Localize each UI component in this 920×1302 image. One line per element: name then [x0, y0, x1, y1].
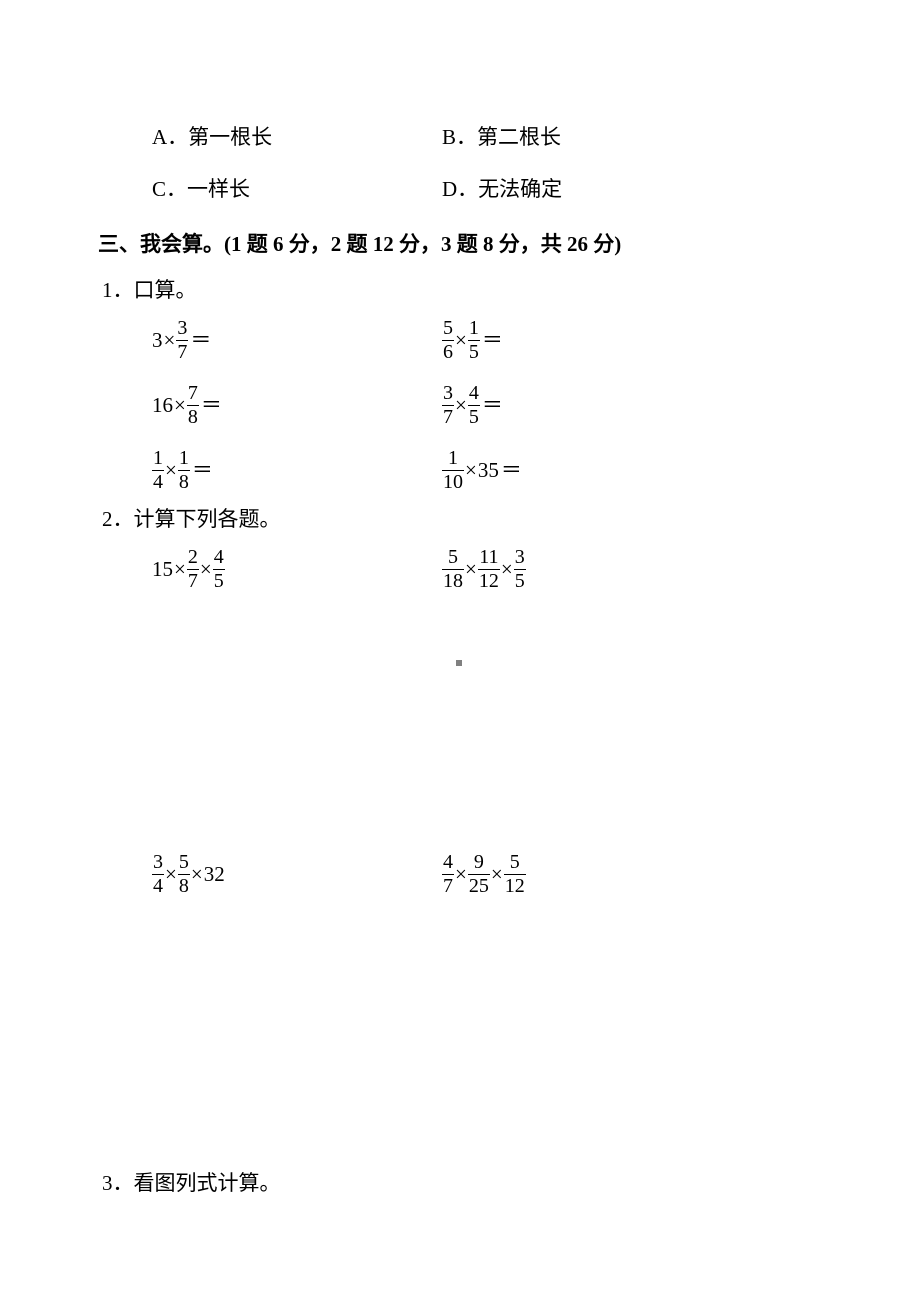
choice-b-label: B．	[442, 125, 477, 149]
choice-row-ab: A．第一根长 B．第二根长	[110, 118, 810, 158]
expr-4-7-9-25-5-12: 47×925×512	[442, 852, 526, 897]
mental-row-2: 16×78＝ 37×45＝	[152, 383, 810, 428]
workspace-gap-2	[152, 897, 810, 1157]
choice-c: C．一样长	[152, 170, 442, 210]
choice-d-label: D．	[442, 177, 478, 201]
choice-b-text: 第二根长	[477, 125, 561, 149]
expr-3-7-times-4-5: 37×45＝	[442, 383, 503, 428]
mental-row-3: 14×18＝ 110×35＝	[152, 448, 810, 493]
choice-a: A．第一根长	[152, 118, 442, 158]
sub3-label: 3．看图列式计算。	[102, 1167, 810, 1197]
calc-grid: 15×27×45 518×1112×35 34×58×32 47×925×512	[152, 547, 810, 1157]
choice-c-text: 一样长	[187, 177, 250, 201]
expr-1-4-times-1-8: 14×18＝	[152, 448, 213, 493]
choice-row-cd: C．一样长 D．无法确定	[110, 170, 810, 210]
expr-3-4-5-8-32: 34×58×32	[152, 852, 225, 897]
mental-row-1: 3×37＝ 56×15＝	[152, 318, 810, 363]
expr-1-10-times-35: 110×35＝	[442, 448, 522, 493]
calc-row-2: 34×58×32 47×925×512	[152, 852, 810, 897]
workspace-gap-1	[152, 592, 810, 852]
page-marker-icon	[456, 660, 462, 666]
expr-3-times-3-7: 3×37＝	[152, 318, 211, 363]
expr-5-6-times-1-5: 56×15＝	[442, 318, 503, 363]
sub1-label: 1．口算。	[102, 274, 810, 304]
expr-16-times-7-8: 16×78＝	[152, 383, 222, 428]
choice-c-label: C．	[152, 177, 187, 201]
sub2-label: 2．计算下列各题。	[102, 503, 810, 533]
choice-d: D．无法确定	[442, 170, 732, 210]
section-3-prefix: 三、我会算。	[98, 232, 224, 256]
choice-d-text: 无法确定	[478, 177, 562, 201]
expr-15-2-7-4-5: 15×27×45	[152, 547, 225, 592]
calc-row-1: 15×27×45 518×1112×35	[152, 547, 810, 592]
expr-5-18-11-12-3-5: 518×1112×35	[442, 547, 526, 592]
mental-math-grid: 3×37＝ 56×15＝ 16×78＝ 37×45＝	[152, 318, 810, 493]
section-3-heading: 三、我会算。(1 题 6 分，2 题 12 分，3 题 8 分，共 26 分)	[98, 228, 810, 258]
choice-a-text: 第一根长	[188, 125, 272, 149]
choice-a-label: A．	[152, 125, 188, 149]
choice-b: B．第二根长	[442, 118, 732, 158]
section-3-score: (1 题 6 分，2 题 12 分，3 题 8 分，共 26 分)	[224, 232, 621, 256]
